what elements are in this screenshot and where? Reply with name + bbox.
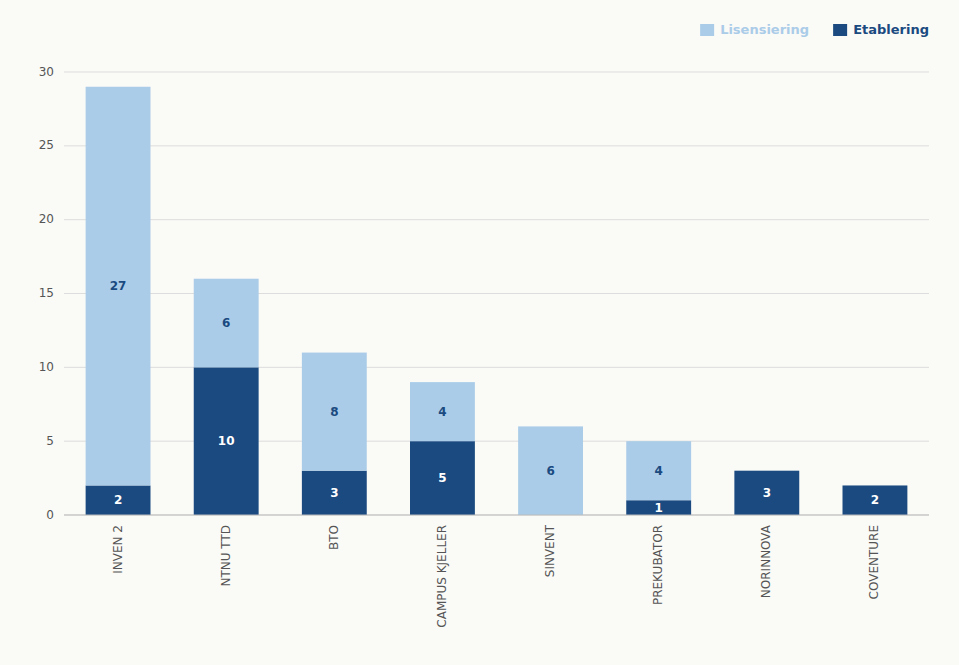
y-tick-label: 30 [39, 65, 54, 79]
chart: 0 5 10 15 20 25 30 2 10 3 5 1 3 2 27 6 8 4 6 4 INVEN 2 NTNU T… [0, 0, 959, 665]
data-label: 2 [114, 493, 122, 507]
data-label: 3 [330, 486, 338, 500]
data-label: 3 [763, 486, 771, 500]
grid-line [64, 72, 929, 73]
x-tick-label: INVEN 2 [111, 525, 125, 574]
bars [86, 87, 908, 515]
x-tick-label: NORINNOVA [759, 524, 773, 598]
bar-segment [86, 485, 151, 515]
legend-item: Lisensiering [700, 22, 809, 37]
grid-line [64, 145, 929, 146]
legend: Lisensiering Etablering [700, 22, 929, 37]
grid-line [64, 219, 929, 220]
bar-segment [194, 279, 259, 368]
data-label: 6 [222, 316, 230, 330]
bar-segment [302, 471, 367, 515]
data-label: 8 [330, 405, 338, 419]
x-axis-line [64, 515, 929, 516]
x-tick-label: CAMPUS KJELLER [435, 525, 449, 628]
legend-label: Lisensiering [720, 22, 809, 37]
bar-segment [626, 500, 691, 515]
background [0, 0, 959, 665]
bar-segment [302, 353, 367, 471]
bar-segment [626, 441, 691, 500]
data-label: 5 [438, 471, 446, 485]
data-label: 2 [871, 493, 879, 507]
y-axis: 051015202530 [39, 65, 929, 522]
y-tick-label: 5 [46, 434, 54, 448]
x-tick-label: COVENTURE [867, 525, 881, 599]
bar-segment [410, 441, 475, 515]
y-tick-label: 10 [39, 360, 54, 374]
x-tick-label: NTNU TTD [219, 525, 233, 587]
y-tick-label: 0 [46, 508, 54, 522]
data-label: 4 [655, 464, 663, 478]
x-tick-label: BTO [327, 525, 341, 550]
data-label: 10 [218, 434, 235, 448]
x-tick-label: SINVENT [543, 524, 557, 577]
bar-segment [410, 382, 475, 441]
y-tick-label: 20 [39, 212, 54, 226]
x-axis: INVEN 2 NTNU TTD BTO CAMPUS KJELLER SINVENT P… [64, 515, 929, 628]
bar-segment [843, 485, 908, 515]
y-tick-label: 25 [39, 138, 54, 152]
data-label: 27 [110, 279, 127, 293]
bar-segment [518, 426, 583, 515]
legend-item: Etablering [833, 22, 929, 37]
bar-segment [734, 470, 799, 471]
bar-segment [843, 485, 908, 486]
data-label: 6 [546, 464, 554, 478]
data-label: 4 [438, 405, 446, 419]
legend-label: Etablering [853, 22, 929, 37]
grid-line [64, 515, 929, 516]
bar-segment [194, 367, 259, 515]
chart-container: 0 5 10 15 20 25 30 2 10 3 5 1 3 2 27 6 8 4 6 4 INVEN 2 NTNU T… [0, 0, 959, 665]
data-labels: 2 10 3 5 1 3 2 27 6 8 4 6 4 [110, 279, 879, 515]
bar-segment [86, 87, 151, 486]
data-label: 1 [655, 501, 663, 515]
y-tick-label: 15 [39, 286, 54, 300]
legend-swatch [833, 24, 847, 36]
x-tick-label: PREKUBATOR [651, 525, 665, 605]
bar-segment [734, 471, 799, 515]
legend-swatch [700, 24, 714, 36]
